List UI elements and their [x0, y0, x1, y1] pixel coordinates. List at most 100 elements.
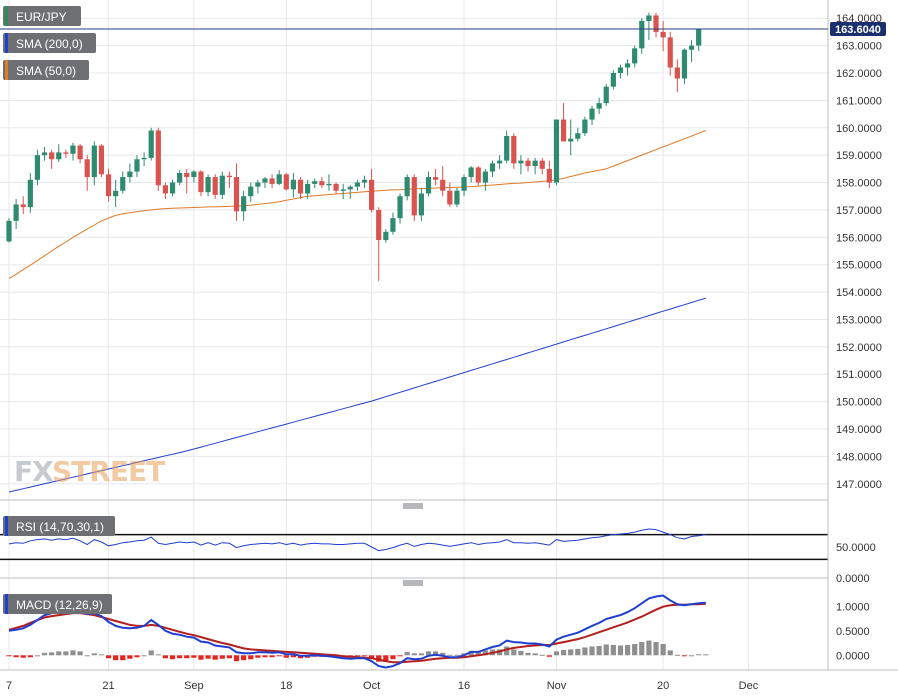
last-price-value: 163.6040 — [835, 24, 881, 36]
macd-histogram-bar — [632, 644, 638, 656]
candle — [639, 18, 645, 54]
symbol-legend[interactable]: EUR/JPY — [3, 6, 81, 26]
candle-body — [127, 171, 133, 178]
candle-body — [696, 29, 702, 46]
time-tick-label: Nov — [547, 680, 567, 692]
macd-histogram-bar — [276, 655, 282, 657]
macd-histogram-bar — [440, 652, 446, 656]
macd-histogram-bar — [184, 655, 190, 659]
macd-histogram-bar — [667, 650, 673, 656]
sma50-label: SMA (50,0) — [16, 64, 76, 78]
macd-histogram-bar — [20, 655, 26, 658]
candle-body — [148, 130, 154, 158]
candle-body — [425, 177, 432, 194]
candle-body — [297, 179, 304, 194]
macd-histogram-bar — [518, 650, 524, 656]
price-pane[interactable] — [0, 0, 828, 500]
candle — [262, 177, 268, 189]
candle — [674, 59, 680, 93]
macd-histogram-bar — [84, 655, 90, 657]
candle — [383, 229, 389, 243]
candle-body — [518, 160, 524, 164]
candle — [84, 155, 90, 191]
pane-resize-handle-1[interactable] — [403, 503, 423, 509]
macd-histogram-bar — [134, 655, 140, 658]
candle — [575, 127, 581, 142]
macd-histogram-bar — [248, 655, 254, 660]
candle-body — [653, 15, 659, 32]
candle — [489, 160, 496, 178]
candle-body — [340, 189, 346, 191]
candle-body — [475, 167, 481, 183]
macd-histogram-bar — [141, 655, 147, 657]
rsi-tick-label: 0.0000 — [836, 573, 870, 585]
candle — [376, 207, 382, 282]
time-axis: 7 21 Sep 18 Oct 16 Nov 20 Dec — [6, 680, 759, 692]
candle-body — [667, 37, 673, 68]
candle — [482, 168, 488, 191]
candle — [539, 157, 545, 175]
macd-histogram-bar — [13, 655, 19, 658]
candle — [681, 48, 688, 84]
candle — [511, 133, 517, 169]
candle-body — [262, 178, 268, 183]
rsi-pane[interactable] — [0, 516, 828, 578]
candle — [63, 149, 69, 158]
macd-histogram-bar — [454, 654, 460, 656]
rsi-legend[interactable]: RSI (14,70,30,1) — [3, 516, 115, 536]
sma50-legend[interactable]: SMA (50,0) — [3, 60, 89, 80]
candle — [603, 83, 609, 106]
sma200-legend[interactable]: SMA (200,0) — [3, 33, 96, 53]
candle — [447, 182, 453, 208]
macd-histogram-bar — [233, 655, 240, 662]
macd-histogram-bar — [198, 655, 204, 660]
macd-histogram-bar — [433, 651, 439, 656]
candle — [290, 172, 296, 198]
macd-histogram-bar — [98, 654, 105, 656]
macd-histogram-bar — [27, 655, 33, 658]
candle-body — [347, 186, 353, 190]
candle — [70, 142, 76, 161]
candle-body — [418, 193, 424, 216]
candle-body — [354, 182, 360, 187]
price-tick-label: 162.0000 — [836, 68, 882, 80]
macd-histogram-bar — [568, 649, 574, 656]
candle — [162, 182, 169, 199]
candle-body — [77, 145, 83, 160]
svg-text:STREET: STREET — [52, 455, 165, 488]
candle-body — [49, 152, 55, 160]
candle — [127, 163, 133, 183]
candle-body — [646, 15, 652, 21]
candle-body — [56, 152, 62, 160]
macd-axis: 1.0000 0.5000 0.0000 — [836, 601, 870, 662]
candle-body — [6, 220, 12, 242]
candle-body — [312, 181, 318, 184]
rsi-line — [8, 528, 706, 552]
candle — [148, 127, 154, 161]
macd-histogram-bar — [539, 654, 545, 656]
time-tick-label: 20 — [657, 680, 669, 692]
macd-histogram-bar — [532, 653, 538, 656]
candle-body — [155, 130, 161, 186]
fxstreet-watermark-logo: FX STREET — [14, 455, 166, 488]
candle-body — [553, 119, 560, 183]
candle — [404, 174, 410, 201]
time-tick-label: 18 — [280, 680, 292, 692]
candle — [525, 157, 531, 172]
candle-body — [198, 171, 204, 193]
candle — [120, 171, 126, 194]
candle-body — [290, 179, 296, 190]
rsi-label: RSI (14,70,30,1) — [16, 520, 104, 534]
candle-body — [532, 160, 538, 167]
candle-body — [184, 172, 190, 178]
candle-body — [674, 67, 680, 79]
macd-histogram-bar — [120, 655, 126, 661]
macd-legend[interactable]: MACD (12,26,9) — [3, 594, 112, 614]
macd-histogram-bar — [681, 655, 688, 657]
candle — [283, 172, 289, 191]
macd-histogram-bar — [34, 655, 41, 657]
candle — [369, 168, 375, 213]
pane-resize-handle-2[interactable] — [403, 580, 423, 586]
macd-histogram-bar — [177, 655, 183, 659]
candle — [397, 193, 403, 224]
